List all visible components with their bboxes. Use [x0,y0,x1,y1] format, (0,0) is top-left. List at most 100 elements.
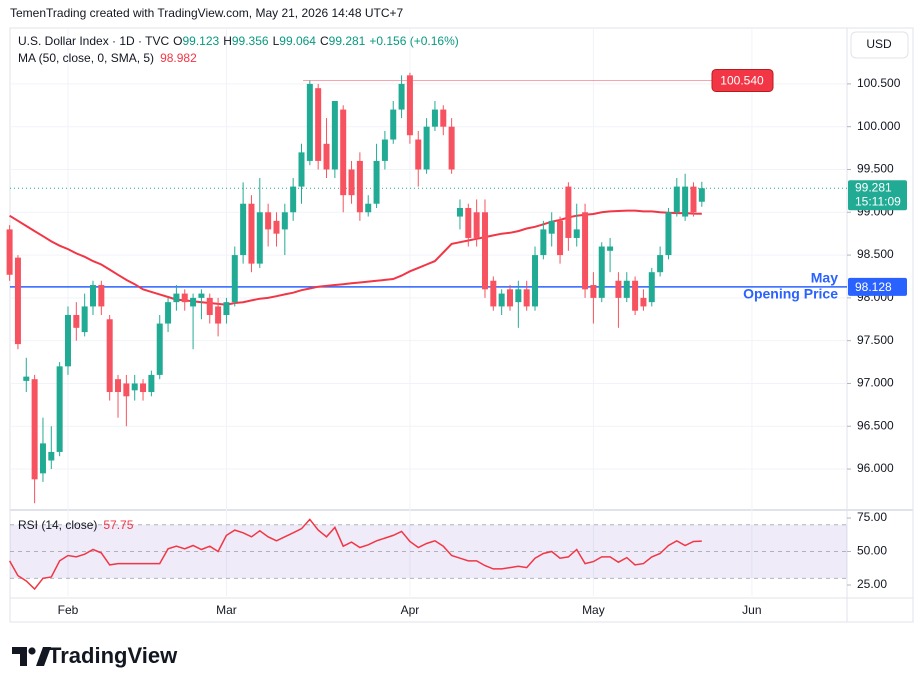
y-tick-label: 96.500 [857,418,894,432]
candle-body [507,289,513,307]
candle-body [98,285,105,307]
y-tick-label: 98.500 [857,247,894,261]
candle-body [573,229,580,238]
candle-body [340,109,347,196]
candle-body [240,203,247,256]
x-tick-label: Jun [742,603,761,617]
candle-body [548,220,555,234]
ma-value: 98.982 [160,51,197,65]
candle-body [390,109,397,140]
ohlc-label: H [223,34,232,48]
candle-body [331,101,338,170]
candle-body [598,246,605,298]
y-tick-label: 96.000 [857,461,894,475]
candle-body [306,83,313,161]
candle-body [690,186,697,213]
candle-body [448,126,455,170]
candle-body [265,212,272,230]
logo-dot [28,647,36,655]
candle-body [81,306,88,333]
candle-body [440,109,447,127]
candle-body [173,293,180,303]
candle-body [607,246,614,251]
candle-body [398,83,405,110]
candle-body [657,255,664,273]
candle-body [231,255,238,303]
level-tag [711,68,774,92]
candle-body [14,257,21,345]
high-value: 99.356 [232,34,269,48]
x-tick-label: Apr [401,603,420,617]
candle-body [648,272,655,303]
change: +0.156 (+0.16%) [369,34,458,48]
currency-button[interactable] [850,31,909,59]
candle-body [256,212,263,264]
candle-body [206,297,213,315]
candle-body [131,383,138,391]
candle-body [148,374,155,393]
candle-body [348,169,355,196]
ohlc-label: C [320,34,329,48]
opening-price-tag [848,277,907,296]
brand-logo [12,647,51,666]
candle-body [90,285,96,307]
candle-body [373,160,380,204]
currency[interactable]: USD [866,37,892,51]
candle-body [582,212,589,290]
candle-body [623,280,630,298]
candle-body [198,293,205,298]
last-price-label: 99.281 [855,180,892,194]
y-tick-label: 100.000 [857,119,901,133]
candle-body [48,451,55,461]
candle-body [6,229,13,275]
candle-body [557,220,564,256]
candle-body [31,379,38,480]
candle-body [515,289,522,303]
y-tick-label: 100.500 [857,76,901,90]
candle-body [365,203,372,213]
candle-body [481,212,488,290]
symbol: U.S. Dollar Index · 1D · TVC [18,34,169,48]
open-value: 99.123 [183,34,220,48]
candle-body [140,383,147,393]
candle-body [431,109,438,127]
candle-body [281,212,288,230]
candle-body [248,203,255,264]
level-label: 100.540 [720,74,764,88]
opening-price-text: May [811,270,838,286]
logo-slash [36,647,51,666]
candle-body [665,212,672,256]
candle-body [456,208,463,217]
candle-body [615,280,622,298]
candle-body [64,314,71,367]
rsi-line [8,518,702,591]
candle-body [165,302,172,324]
rsi-tick-label: 25.00 [857,577,887,591]
candle-body [290,186,297,213]
x-tick-label: Mar [216,603,237,617]
candle-body [490,280,497,307]
brand: TradingView [48,643,178,668]
candle-body [56,366,63,452]
opening-price-text: Opening Price [743,286,838,302]
ma-name: MA (50, close, 0, SMA, 5) [18,51,154,65]
candle-body [215,306,222,324]
candle-body [682,186,689,217]
candle-body [156,323,163,375]
candle-body [673,186,680,213]
rsi-legend: RSI (14, close) 57.75 [18,518,134,532]
candle-body [632,280,639,311]
candle-body [590,285,597,298]
symbol-legend: U.S. Dollar Index · 1D · TVC O99.123 H99.3… [18,34,459,48]
candle-body [640,297,647,307]
x-tick-label: Feb [58,603,79,617]
candle-body [415,139,422,170]
candle-body [423,126,430,170]
ohlc-label: L [273,34,280,48]
candle-body [315,88,322,161]
ma-legend: MA (50, close, 0, SMA, 5) 98.982 [18,51,197,65]
rsi-tick-label: 75.00 [857,510,887,524]
candle-body [123,383,130,397]
candle-body [273,220,280,234]
